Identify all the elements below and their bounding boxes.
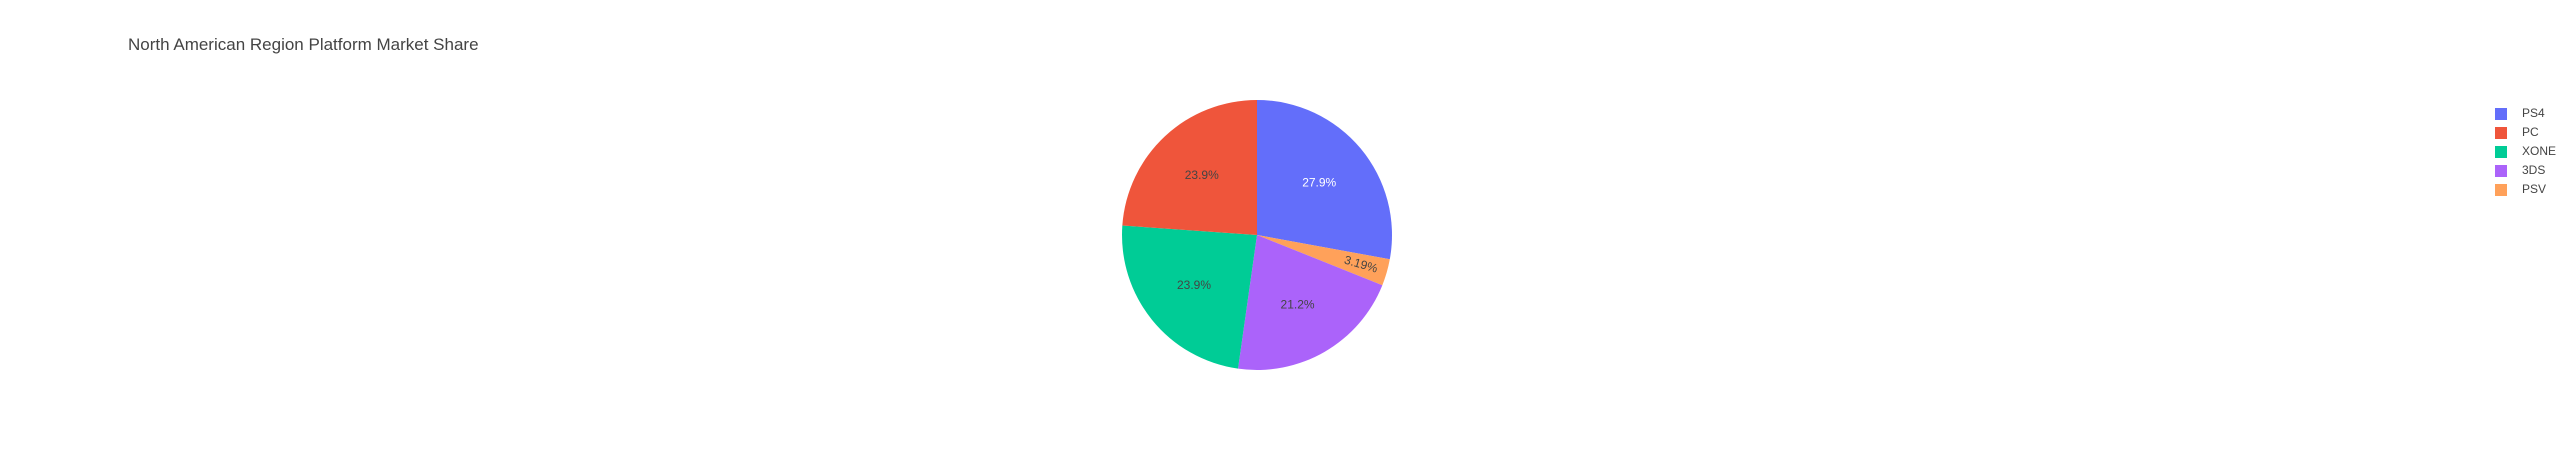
legend-label-xone: XONE	[2522, 144, 2556, 158]
legend-label-pc: PC	[2522, 125, 2539, 139]
legend-swatch-3ds	[2495, 165, 2507, 177]
pie-slice-xone[interactable]	[1122, 225, 1257, 369]
legend-label-3ds: 3DS	[2522, 163, 2545, 177]
legend-item-xone[interactable]: XONE	[2495, 144, 2556, 158]
legend-item-psv[interactable]: PSV	[2495, 182, 2546, 196]
pie-slice-pc[interactable]	[1122, 100, 1257, 235]
legend-swatch-xone	[2495, 146, 2507, 158]
legend[interactable]: PS4 PC XONE 3DS PSV	[2495, 106, 2556, 196]
legend-item-3ds[interactable]: 3DS	[2495, 163, 2545, 177]
legend-swatch-psv	[2495, 184, 2507, 196]
legend-label-ps4: PS4	[2522, 106, 2545, 120]
legend-label-psv: PSV	[2522, 182, 2546, 196]
pie-slice-label-ps4: 27.9%	[1302, 175, 1336, 189]
legend-swatch-ps4	[2495, 108, 2507, 120]
legend-item-pc[interactable]: PC	[2495, 125, 2539, 139]
pie-slice-3ds[interactable]	[1238, 235, 1383, 370]
pie-slice-label-pc: 23.9%	[1185, 168, 1219, 182]
pie-slice-label-xone: 23.9%	[1177, 278, 1211, 292]
pie-slice-psv[interactable]	[1257, 235, 1390, 286]
pie-slice-ps4[interactable]	[1257, 100, 1392, 260]
legend-swatch-pc	[2495, 127, 2507, 139]
pie-slice-label-3ds: 21.2%	[1281, 297, 1315, 311]
pie-slices	[1122, 100, 1392, 370]
chart-title: North American Region Platform Market Sh…	[128, 35, 479, 54]
legend-item-ps4[interactable]: PS4	[2495, 106, 2545, 120]
pie-slice-labels: 27.9%3.19%21.2%23.9%23.9%	[1177, 168, 1380, 311]
